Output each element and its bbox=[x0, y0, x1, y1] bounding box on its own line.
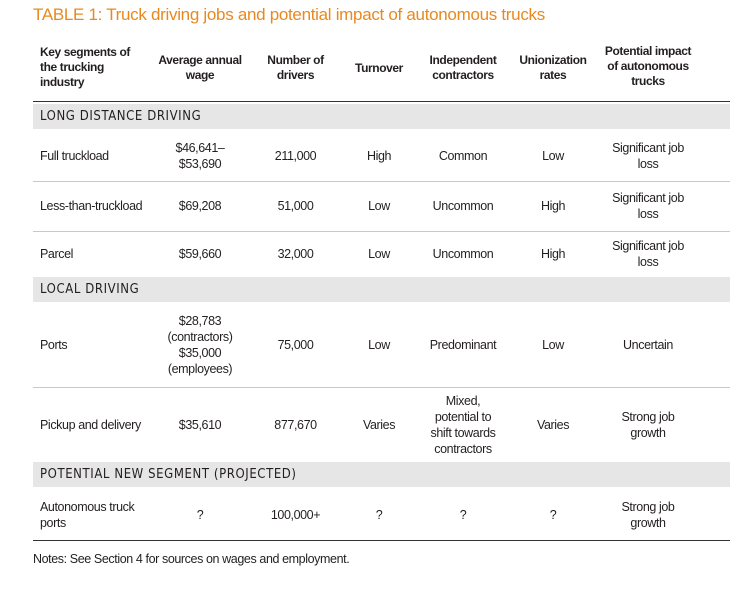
cell-union: Low bbox=[542, 337, 564, 352]
cell-drivers: 211,000 bbox=[274, 148, 317, 163]
cell-segment: Pickup and delivery bbox=[40, 417, 141, 432]
cell-turnover: High bbox=[366, 148, 392, 163]
header-contractors: Independent contractors bbox=[429, 53, 497, 82]
header-turnover: Turnover bbox=[355, 61, 403, 75]
cell-impact: Strong job growth bbox=[621, 409, 675, 440]
section-label: POTENTIAL NEW SEGMENT (PROJECTED) bbox=[40, 467, 297, 482]
table-bottom-border bbox=[33, 540, 730, 541]
cell-segment: Full truckload bbox=[40, 148, 109, 163]
cell-impact: Uncertain bbox=[623, 337, 673, 352]
section-header: LONG DISTANCE DRIVING bbox=[33, 104, 730, 129]
cell-impact: Significant job loss bbox=[612, 239, 684, 269]
cell-union: High bbox=[540, 247, 566, 261]
cell-wage: $59,660 bbox=[178, 247, 222, 261]
section-header: LOCAL DRIVING bbox=[33, 277, 730, 302]
cell-drivers: 877,670 bbox=[274, 417, 317, 432]
cell-impact: Significant job loss bbox=[612, 191, 684, 221]
header-divider bbox=[33, 101, 730, 102]
cell-union: High bbox=[540, 199, 566, 213]
cell-segment: Ports bbox=[40, 337, 68, 352]
cell-turnover: Low bbox=[368, 247, 390, 261]
header-drivers: Number of drivers bbox=[267, 53, 324, 82]
table-title: TABLE 1: Truck driving jobs and potentia… bbox=[33, 5, 545, 24]
cell-segment: Less-than-truckload bbox=[40, 199, 143, 213]
cell-wage: $35,610 bbox=[178, 417, 222, 432]
cell-turnover: ? bbox=[375, 507, 383, 522]
cell-contractors: Uncommon bbox=[432, 247, 494, 261]
cell-union: Low bbox=[542, 148, 564, 163]
cell-impact: Strong job growth bbox=[621, 499, 675, 530]
cell-contractors: Common bbox=[438, 148, 488, 163]
cell-segment: Autonomous truck ports bbox=[40, 499, 135, 530]
section-header: POTENTIAL NEW SEGMENT (PROJECTED) bbox=[33, 462, 730, 487]
cell-drivers: 75,000 bbox=[277, 337, 314, 352]
cell-segment: Parcel bbox=[40, 247, 74, 261]
cell-union: Varies bbox=[536, 417, 570, 432]
cell-wage: $69,208 bbox=[178, 199, 222, 213]
cell-drivers: 100,000+ bbox=[270, 507, 321, 522]
cell-turnover: Varies bbox=[362, 417, 396, 432]
row-divider bbox=[33, 231, 730, 232]
cell-contractors: Mixed, potential to shift towards contra… bbox=[430, 393, 496, 456]
cell-drivers: 32,000 bbox=[277, 247, 314, 261]
header-segment: Key segments of the trucking industry bbox=[40, 45, 131, 89]
cell-drivers: 51,000 bbox=[277, 199, 314, 213]
cell-wage: $46,641– $53,690 bbox=[175, 140, 225, 171]
cell-contractors: Predominant bbox=[429, 337, 497, 352]
cell-turnover: Low bbox=[368, 337, 390, 352]
cell-turnover: Low bbox=[368, 199, 390, 213]
table-note: Notes: See Section 4 for sources on wage… bbox=[33, 552, 350, 566]
section-label: LOCAL DRIVING bbox=[40, 282, 140, 297]
header-wage: Average annual wage bbox=[158, 53, 242, 82]
header-union: Unionization rates bbox=[519, 53, 587, 82]
cell-contractors: Uncommon bbox=[432, 199, 494, 213]
row-divider bbox=[33, 181, 730, 182]
cell-wage: ? bbox=[196, 507, 204, 522]
cell-wage: $28,783 (contractors) $35,000 (employees… bbox=[167, 313, 233, 376]
section-label: LONG DISTANCE DRIVING bbox=[40, 109, 202, 124]
header-impact: Potential impact of autonomous trucks bbox=[604, 44, 692, 88]
cell-impact: Significant job loss bbox=[612, 140, 684, 171]
cell-union: ? bbox=[549, 507, 557, 522]
row-divider bbox=[33, 387, 730, 388]
cell-contractors: ? bbox=[459, 507, 467, 522]
